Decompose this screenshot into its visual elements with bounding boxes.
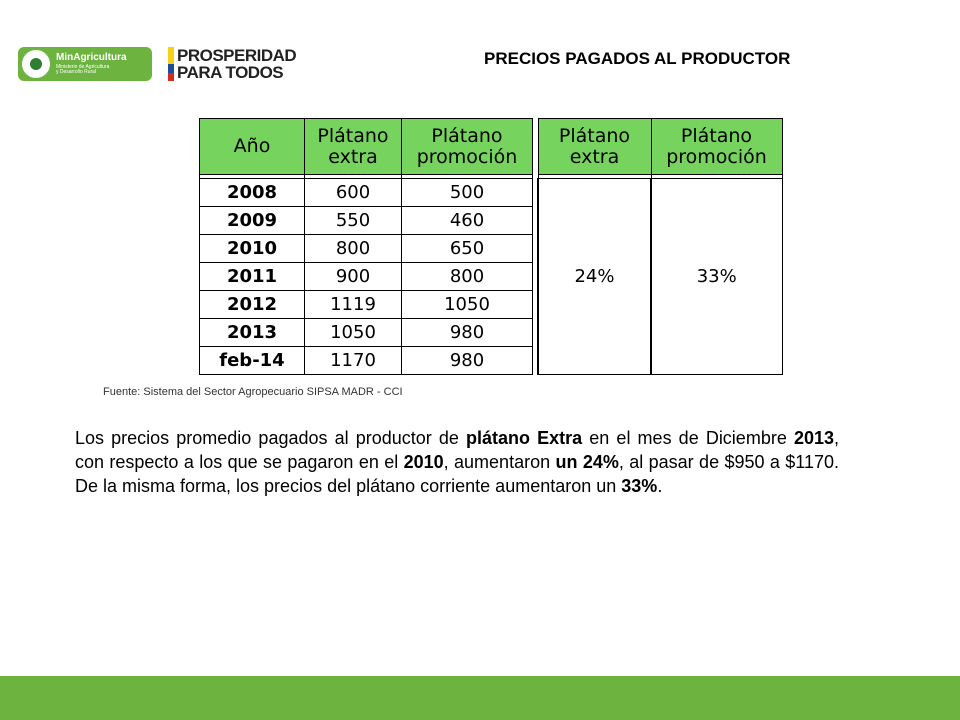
ministry-name: MinAgricultura xyxy=(56,52,127,63)
cell-promocion: 500 xyxy=(401,178,533,207)
ministry-subtitle-2: y Desarrollo Rural xyxy=(56,69,97,75)
table-row: 2008 600 500 24% 33% xyxy=(199,178,783,375)
cell-promocion: 980 xyxy=(401,346,533,375)
cell-extra: 1170 xyxy=(304,346,402,375)
slide-title: PRECIOS PAGADOS AL PRODUCTOR xyxy=(484,49,791,68)
cell-year: feb-14 xyxy=(199,346,305,375)
campaign-line2: PARA TODOS xyxy=(177,63,284,82)
table-row: 2009 550 460 xyxy=(199,206,783,235)
cell-year: 2011 xyxy=(199,262,305,291)
cell-promocion: 980 xyxy=(401,318,533,347)
cell-promocion: 460 xyxy=(401,206,533,235)
cell-promocion: 650 xyxy=(401,234,533,263)
cell-extra: 1119 xyxy=(304,290,402,319)
cell-year: 2013 xyxy=(199,318,305,347)
table-header-row: Año Plátano extra Plátano promoción Plátan… xyxy=(199,118,783,175)
pct-extra: 24% xyxy=(537,178,652,375)
coat-of-arms-icon xyxy=(22,50,50,78)
cell-extra: 550 xyxy=(304,206,402,235)
price-table: Año Plátano extra Plátano promoción Plátan… xyxy=(199,118,783,375)
ministry-subtitle-1: Ministerio de Agricultura xyxy=(56,64,110,70)
cell-extra: 800 xyxy=(304,234,402,263)
header-promocion-pct: Plátano promoción xyxy=(650,118,783,175)
cell-year: 2008 xyxy=(199,178,305,207)
footer-bar xyxy=(0,676,960,720)
header-year: Año xyxy=(199,118,305,175)
cell-extra: 600 xyxy=(304,178,402,207)
campaign-line1: PROSPERIDAD xyxy=(177,46,297,65)
pct-promocion: 33% xyxy=(650,178,783,375)
cell-promocion: 1050 xyxy=(401,290,533,319)
header-extra-pct: Plátano extra xyxy=(537,118,652,175)
minagricultura-logo: MinAgricultura Ministerio de Agricultura… xyxy=(18,47,152,81)
header-extra: Plátano extra xyxy=(304,118,402,175)
summary-paragraph: Los precios promedio pagados al producto… xyxy=(75,428,840,496)
cell-extra: 1050 xyxy=(304,318,402,347)
cell-year: 2009 xyxy=(199,206,305,235)
header-promocion: Plátano promoción xyxy=(401,118,533,175)
cell-promocion: 800 xyxy=(401,262,533,291)
prosperidad-logo: PROSPERIDAD PARA TODOS xyxy=(168,46,310,82)
source-note: Fuente: Sistema del Sector Agropecuario … xyxy=(103,386,403,398)
colombia-flag-icon xyxy=(168,47,174,81)
table-row: 2010 800 650 xyxy=(199,234,783,263)
cell-year: 2012 xyxy=(199,290,305,319)
cell-year: 2010 xyxy=(199,234,305,263)
cell-extra: 900 xyxy=(304,262,402,291)
table-row: feb-14 1170 980 xyxy=(199,346,783,375)
